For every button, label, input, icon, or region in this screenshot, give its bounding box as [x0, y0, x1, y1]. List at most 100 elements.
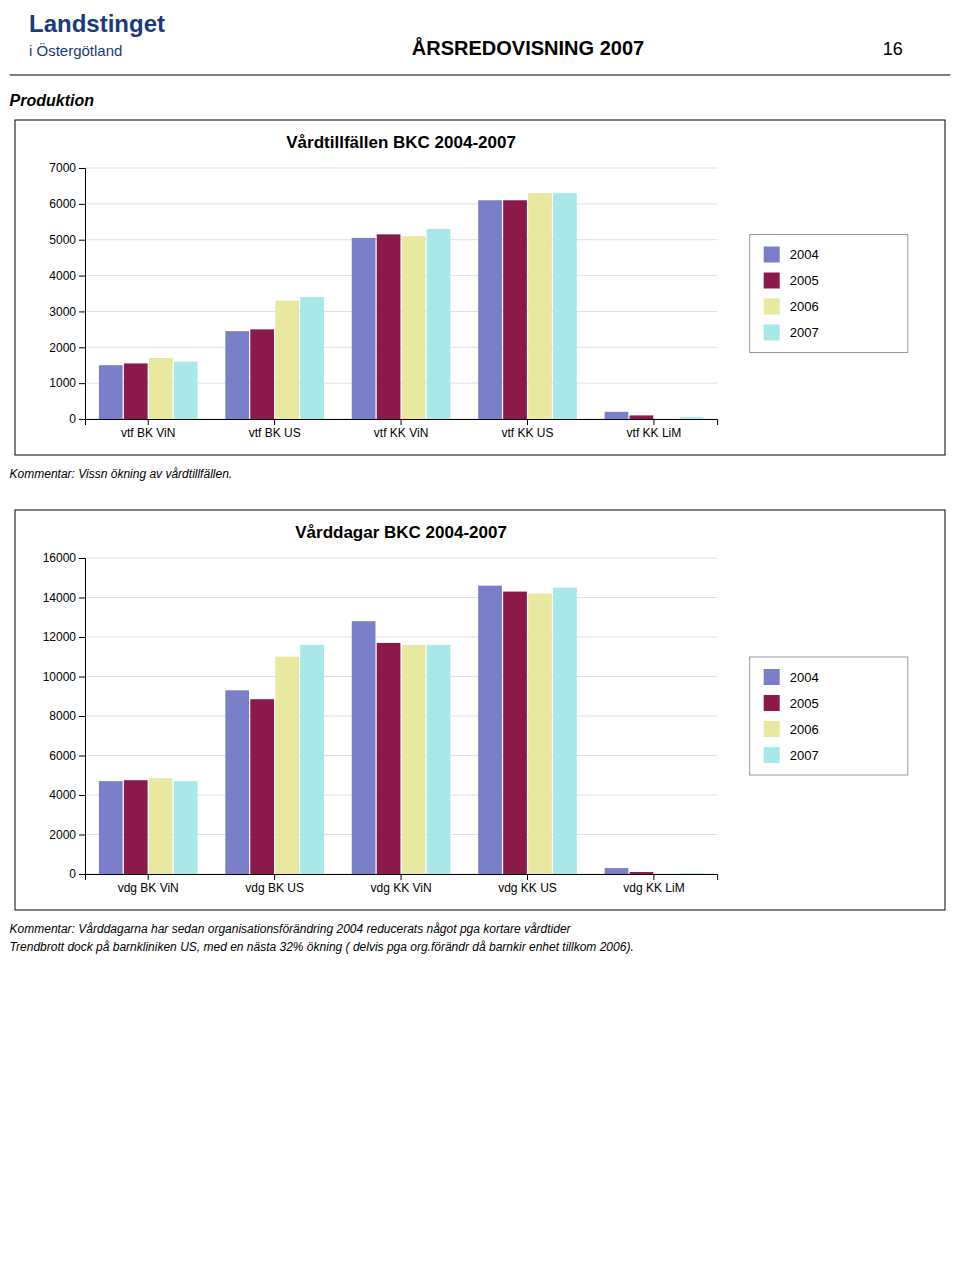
bar [300, 645, 324, 874]
tick-mark [79, 558, 85, 559]
logo-subtitle: i Östergötland [29, 42, 122, 59]
y-tick: 8000 [49, 709, 85, 723]
axis-domain [86, 420, 718, 426]
legend-item: 2007 [764, 747, 819, 763]
legend-swatch [764, 325, 780, 341]
chart-title: Vårdtillfällen BKC 2004-2007 [286, 133, 516, 152]
tick-mark [79, 276, 85, 277]
y-tick: 2000 [49, 341, 85, 355]
grid-line [85, 637, 717, 638]
bar [680, 873, 704, 874]
legend-frame [750, 657, 908, 775]
axis-domain [79, 169, 86, 420]
bar [124, 363, 148, 419]
bar [377, 234, 401, 419]
tick-label: 2000 [49, 828, 76, 842]
bar [174, 781, 198, 874]
tick-mark [79, 240, 85, 241]
legend-item: 2007 [764, 325, 819, 341]
tick-label: vtf BK ViN [121, 426, 175, 440]
grid-line [85, 755, 717, 756]
grid-line [85, 676, 717, 677]
x-tick: vdg KK LiM [623, 874, 684, 895]
grid-line [85, 275, 717, 276]
legend-label: 2004 [790, 247, 819, 262]
tick-label: 1000 [49, 376, 76, 390]
y-tick: 6000 [49, 749, 85, 763]
y-tick: 10000 [43, 670, 85, 684]
legend-swatch [764, 695, 780, 711]
tick-label: vtf KK ViN [374, 426, 428, 440]
tick-label: vtf BK US [249, 426, 301, 440]
x-tick: vdg BK ViN [118, 874, 179, 895]
grid [85, 168, 717, 419]
y-tick: 4000 [49, 788, 85, 802]
x-tick: vtf KK US [501, 419, 553, 440]
grid-line [85, 716, 717, 717]
bar-series [174, 193, 703, 419]
legend-swatch [764, 273, 780, 289]
legend-swatch [764, 747, 780, 763]
tick-label: 0 [69, 412, 76, 426]
grid-line [85, 558, 717, 559]
chart-title: Vårddagar BKC 2004-2007 [295, 523, 507, 542]
y-tick: 2000 [49, 828, 85, 842]
tick-mark [79, 168, 85, 169]
x-tick: vdg BK US [245, 874, 304, 895]
bar [99, 365, 123, 419]
tick-label: 7000 [49, 161, 76, 175]
page-number: 16 [883, 39, 903, 59]
bar [377, 643, 401, 874]
x-axis: vdg BK ViN vdg BK US vdg KK ViN vdg KK US vd… [86, 874, 718, 895]
bar [402, 236, 426, 419]
legend-item: 2004 [764, 247, 819, 263]
x-tick: vdg KK ViN [370, 874, 431, 895]
y-tick: 4000 [49, 269, 85, 283]
bar [250, 699, 274, 874]
bar [99, 781, 123, 874]
tick-label: 4000 [49, 269, 76, 283]
legend-swatch [764, 299, 780, 315]
tick-label: vtf KK LiM [627, 426, 682, 440]
tick-label: 0 [69, 867, 76, 881]
bar [275, 657, 299, 874]
bar [250, 329, 274, 419]
tick-mark [653, 419, 654, 425]
tick-label: vdg BK US [245, 881, 304, 895]
tick-mark [274, 874, 275, 880]
tick-mark [79, 419, 85, 420]
tick-mark [148, 874, 149, 880]
tick-label: vdg KK LiM [623, 881, 684, 895]
tick-label: 10000 [43, 670, 77, 684]
bar [553, 193, 577, 419]
tick-mark [79, 756, 85, 757]
x-axis: vtf BK ViN vtf BK US vtf KK ViN vtf KK US vt… [86, 419, 718, 440]
grid-line [85, 168, 717, 169]
bar [149, 778, 173, 874]
tick-mark [79, 795, 85, 796]
y-tick: 7000 [49, 161, 85, 175]
bar [149, 358, 173, 419]
bar [605, 868, 629, 874]
bar [630, 415, 654, 419]
bar [352, 238, 376, 419]
tick-mark [79, 874, 85, 875]
legend-label: 2005 [790, 273, 819, 288]
bar [655, 419, 679, 420]
y-tick: 14000 [43, 591, 85, 605]
tick-label: 5000 [49, 233, 76, 247]
page: Landstingeti ÖstergötlandÅRSREDOVISNING … [0, 0, 960, 1277]
bars [99, 193, 703, 419]
y-tick: 12000 [43, 630, 85, 644]
tick-label: vdg KK ViN [370, 881, 431, 895]
grid-line [85, 239, 717, 240]
tick-mark [527, 419, 528, 425]
x-tick: vdg KK US [498, 874, 557, 895]
legend-swatch [764, 721, 780, 737]
tick-label: vdg BK ViN [118, 881, 179, 895]
tick-mark [653, 874, 654, 880]
bars [99, 586, 703, 874]
bar [655, 874, 679, 875]
legend: 2004200520062007 [750, 657, 908, 775]
legend-label: 2007 [790, 748, 819, 763]
